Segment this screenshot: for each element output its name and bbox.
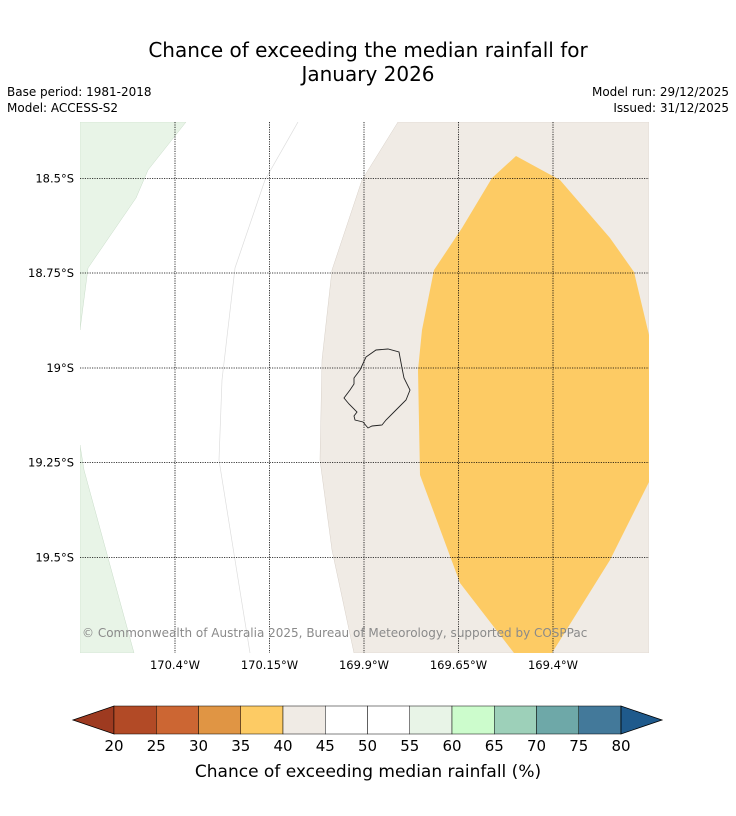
base-period: Base period: 1981-2018 — [7, 85, 152, 99]
lon-labels: 170.4°W 170.15°W 169.9°W 169.65°W 169.4°… — [150, 658, 578, 672]
colorbar-tick-label: 30 — [189, 737, 208, 755]
colorbar-tick-label: 35 — [231, 737, 250, 755]
colorbar-title: Chance of exceeding median rainfall (%) — [194, 762, 542, 782]
title-line-2: January 2026 — [301, 62, 435, 86]
region-35-40 — [418, 156, 649, 653]
lon-label: 169.9°W — [339, 658, 389, 672]
colorbar-swatch — [156, 705, 199, 735]
colorbar-tick-label: 80 — [611, 737, 630, 755]
graticule — [80, 122, 649, 653]
colorbar-swatch — [578, 705, 622, 735]
colorbar-tick-label: 20 — [104, 737, 123, 755]
colorbar-swatch — [536, 705, 579, 735]
colorbar-swatch — [113, 705, 157, 735]
meta-left: Base period: 1981-2018 Model: ACCESS-S2 — [7, 84, 152, 116]
map-area: © Commonwealth of Australia 2025, Bureau… — [80, 122, 649, 653]
lat-label: 19.5°S — [35, 551, 74, 565]
meta-right: Model run: 29/12/2025 Issued: 31/12/2025 — [592, 84, 729, 116]
colorbar-swatch — [367, 705, 410, 735]
colorbar-swatch — [240, 705, 284, 735]
lon-label: 169.65°W — [430, 658, 487, 672]
lat-label: 18.75°S — [28, 266, 74, 280]
lon-label: 169.4°W — [528, 658, 578, 672]
lat-label: 18.5°S — [35, 172, 74, 186]
colorbar-tick-label: 55 — [400, 737, 419, 755]
map-title: Chance of exceeding the median rainfall … — [0, 38, 736, 86]
colorbar-tick-label: 75 — [569, 737, 588, 755]
issued-date: Issued: 31/12/2025 — [613, 101, 729, 115]
colorbar-tick-label: 65 — [485, 737, 504, 755]
colorbar-tick-label: 50 — [358, 737, 377, 755]
contour-line-1 — [218, 122, 299, 653]
colorbar-swatch — [451, 705, 495, 735]
colorbar-tick-label: 40 — [273, 737, 292, 755]
colorbar-swatch — [282, 705, 326, 735]
colorbar-tick-label: 25 — [147, 737, 166, 755]
island-coastline — [343, 348, 411, 429]
model-name: Model: ACCESS-S2 — [7, 101, 119, 115]
model-run: Model run: 29/12/2025 — [591, 85, 729, 99]
colorbar-swatch — [409, 705, 453, 735]
colorbar-extend-high — [620, 705, 664, 735]
lat-label: 19.25°S — [28, 456, 74, 470]
title-line-1: Chance of exceeding the median rainfall … — [148, 38, 588, 62]
region-55-60-top-left — [80, 122, 187, 331]
colorbar-swatch — [325, 705, 368, 735]
lat-labels: 18.5°S 18.75°S 19°S 19.25°S 19.5°S — [28, 172, 74, 565]
colorbar-swatch — [198, 705, 241, 735]
colorbar-tick-label: 70 — [527, 737, 546, 755]
colorbar-swatch — [494, 705, 537, 735]
lon-label: 170.4°W — [150, 658, 200, 672]
colorbar-extend-low — [71, 705, 115, 735]
region-55-60-bottom-left — [80, 444, 135, 653]
colorbar-tick-label: 45 — [316, 737, 335, 755]
lon-label: 170.15°W — [241, 658, 298, 672]
colorbar-tick-label: 60 — [442, 737, 461, 755]
colorbar: 20 25 30 35 40 45 50 55 60 65 70 75 80 — [71, 705, 664, 755]
lat-label: 19°S — [46, 361, 74, 375]
copyright-notice: © Commonwealth of Australia 2025, Bureau… — [82, 626, 587, 640]
